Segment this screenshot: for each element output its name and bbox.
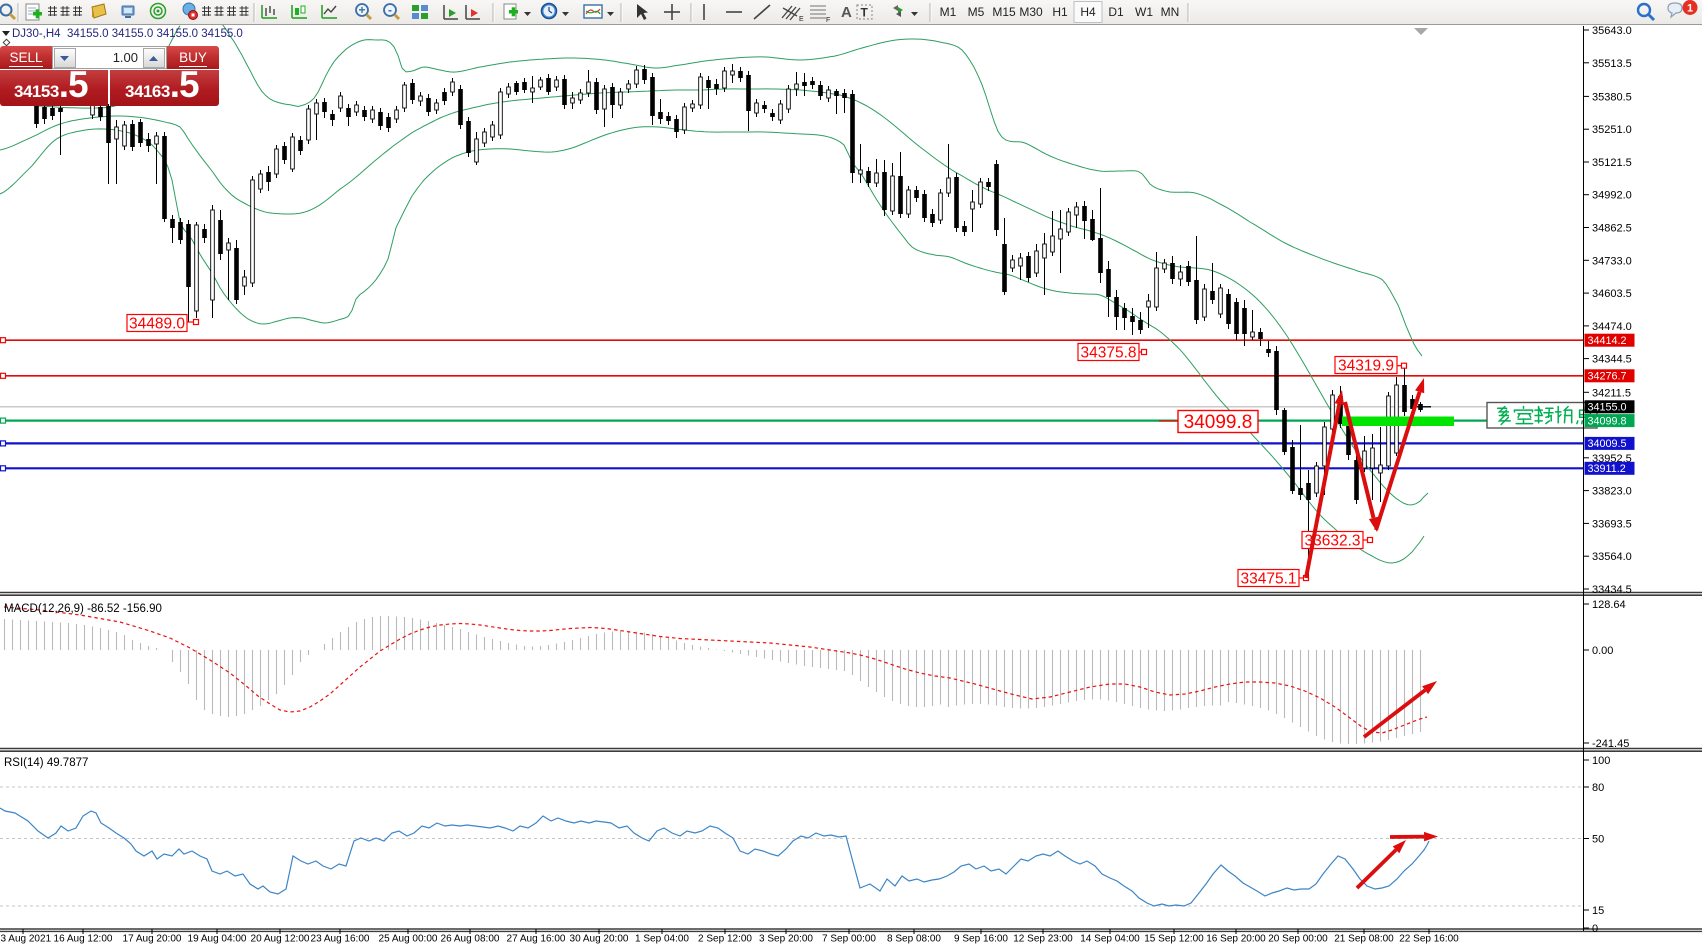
svg-text:33475.1: 33475.1 xyxy=(1240,571,1296,588)
svg-text:8 Sep 08:00: 8 Sep 08:00 xyxy=(887,934,941,945)
svg-text:16 Sep 20:00: 16 Sep 20:00 xyxy=(1206,934,1266,945)
svg-text:MN: MN xyxy=(1161,5,1180,19)
svg-text:33911.2: 33911.2 xyxy=(1588,463,1626,475)
svg-text:35513.5: 35513.5 xyxy=(1592,58,1632,70)
svg-text:0.00: 0.00 xyxy=(1592,645,1613,657)
svg-text:M30: M30 xyxy=(1019,5,1043,19)
svg-text:34276.7: 34276.7 xyxy=(1588,371,1627,383)
svg-text:33564.0: 33564.0 xyxy=(1592,551,1632,563)
svg-text:34992.0: 34992.0 xyxy=(1592,190,1632,202)
svg-text:25 Aug 00:00: 25 Aug 00:00 xyxy=(379,934,438,945)
svg-text:20 Sep 00:00: 20 Sep 00:00 xyxy=(1268,934,1328,945)
svg-text:34474.0: 34474.0 xyxy=(1592,321,1632,333)
svg-text:14 Sep 04:00: 14 Sep 04:00 xyxy=(1080,934,1140,945)
svg-text:33823.0: 33823.0 xyxy=(1592,486,1632,498)
svg-text:-241.45: -241.45 xyxy=(1592,738,1629,750)
svg-text:35643.0: 35643.0 xyxy=(1592,25,1632,37)
svg-text:50: 50 xyxy=(1592,834,1604,846)
svg-text:2 Sep 12:00: 2 Sep 12:00 xyxy=(698,934,752,945)
svg-text:12 Sep 23:00: 12 Sep 23:00 xyxy=(1013,934,1073,945)
svg-text:30 Aug 20:00: 30 Aug 20:00 xyxy=(570,934,629,945)
svg-text:MACD(12,26,9) -86.52 -156.90: MACD(12,26,9) -86.52 -156.90 xyxy=(4,603,162,615)
svg-text:27 Aug 16:00: 27 Aug 16:00 xyxy=(507,934,566,945)
svg-text:15: 15 xyxy=(1592,905,1604,917)
svg-text:T: T xyxy=(861,6,869,20)
svg-text:16 Aug 12:00: 16 Aug 12:00 xyxy=(54,934,113,945)
svg-text:1: 1 xyxy=(1687,3,1693,15)
svg-text:34375.8: 34375.8 xyxy=(1080,345,1136,362)
svg-text:34733.0: 34733.0 xyxy=(1592,255,1632,267)
svg-text:15 Sep 12:00: 15 Sep 12:00 xyxy=(1144,934,1204,945)
svg-text:H4: H4 xyxy=(1080,5,1096,19)
svg-text:35380.5: 35380.5 xyxy=(1592,91,1632,103)
svg-text:17 Aug 20:00: 17 Aug 20:00 xyxy=(123,934,182,945)
svg-text:34319.9: 34319.9 xyxy=(1338,358,1394,375)
svg-text:20 Aug 12:00: 20 Aug 12:00 xyxy=(251,934,310,945)
svg-text:7 Sep 00:00: 7 Sep 00:00 xyxy=(822,934,876,945)
svg-text:22 Sep 16:00: 22 Sep 16:00 xyxy=(1399,934,1459,945)
svg-text:D1: D1 xyxy=(1108,5,1124,19)
svg-text:1 Sep 04:00: 1 Sep 04:00 xyxy=(635,934,689,945)
svg-text:9 Sep 16:00: 9 Sep 16:00 xyxy=(954,934,1008,945)
svg-text:W1: W1 xyxy=(1135,5,1153,19)
svg-text:-: - xyxy=(388,3,392,17)
svg-text:128.64: 128.64 xyxy=(1592,599,1626,611)
svg-text:34009.5: 34009.5 xyxy=(1588,438,1627,450)
svg-text:3 Sep 20:00: 3 Sep 20:00 xyxy=(759,934,813,945)
svg-text:100: 100 xyxy=(1592,755,1610,767)
svg-text:M15: M15 xyxy=(992,5,1016,19)
svg-text:F: F xyxy=(826,17,830,24)
svg-text:21 Sep 08:00: 21 Sep 08:00 xyxy=(1334,934,1394,945)
svg-text:+: + xyxy=(358,3,365,17)
svg-text:34155.0: 34155.0 xyxy=(1588,402,1627,414)
svg-text:0: 0 xyxy=(1592,923,1598,935)
svg-text:23 Aug 16:00: 23 Aug 16:00 xyxy=(311,934,370,945)
svg-text:M5: M5 xyxy=(968,5,985,19)
svg-text:E: E xyxy=(799,16,804,23)
svg-text:34603.5: 34603.5 xyxy=(1592,288,1632,300)
svg-text:33693.5: 33693.5 xyxy=(1592,518,1632,530)
svg-text:H1: H1 xyxy=(1052,5,1068,19)
svg-text:34489.0: 34489.0 xyxy=(129,316,185,333)
svg-text:M1: M1 xyxy=(940,5,957,19)
svg-text:34099.8: 34099.8 xyxy=(1184,412,1253,433)
svg-text:13 Aug 2021: 13 Aug 2021 xyxy=(0,934,52,945)
svg-text:26 Aug 08:00: 26 Aug 08:00 xyxy=(441,934,500,945)
svg-text:34099.8: 34099.8 xyxy=(1588,415,1627,427)
svg-text:34862.5: 34862.5 xyxy=(1592,223,1632,235)
svg-text:34344.5: 34344.5 xyxy=(1592,354,1632,366)
svg-text:33434.5: 33434.5 xyxy=(1592,584,1632,596)
svg-text:RSI(14) 49.7877: RSI(14) 49.7877 xyxy=(4,757,88,769)
svg-text:80: 80 xyxy=(1592,782,1604,794)
svg-text:35121.5: 35121.5 xyxy=(1592,157,1632,169)
svg-text:34211.5: 34211.5 xyxy=(1592,387,1631,399)
svg-text:34414.2: 34414.2 xyxy=(1588,335,1627,347)
svg-text:A: A xyxy=(841,4,852,21)
svg-text:19 Aug 04:00: 19 Aug 04:00 xyxy=(188,934,247,945)
svg-text:35251.0: 35251.0 xyxy=(1592,124,1632,136)
